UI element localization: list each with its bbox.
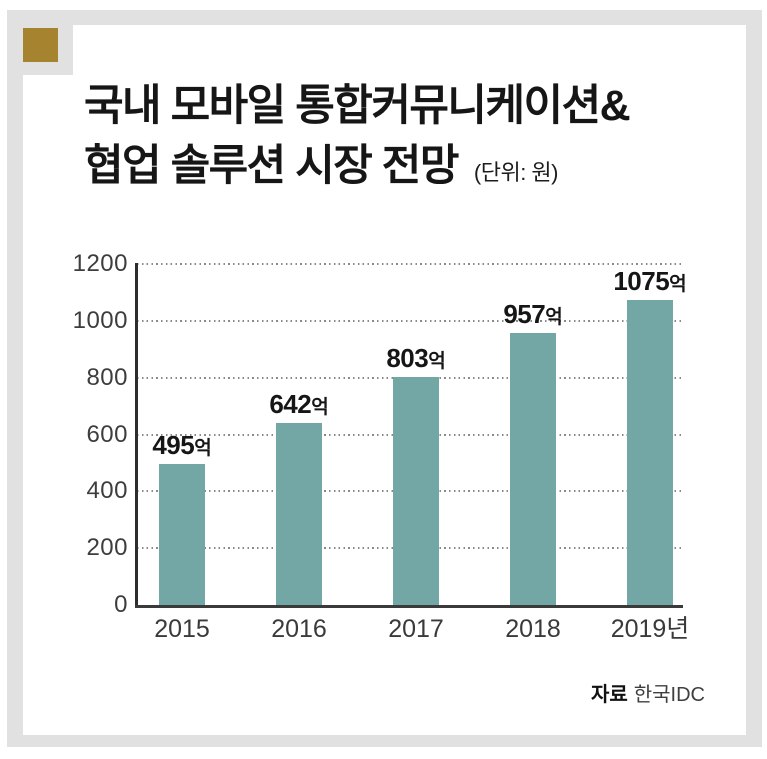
source-credit: 자료 한국IDC bbox=[591, 684, 705, 706]
chart-title-line1: 국내 모바일 통합커뮤니케이션& bbox=[84, 82, 631, 130]
card-background bbox=[23, 25, 746, 735]
source-label: 자료 bbox=[590, 684, 628, 706]
gold-bullet-square bbox=[23, 28, 58, 62]
unit-label: (단위: 원) bbox=[473, 160, 559, 185]
source-value: 한국IDC bbox=[633, 684, 705, 706]
chart-title-line2: 협업 솔루션 시장 전망 bbox=[84, 142, 459, 190]
chart-title: 국내 모바일 통합커뮤니케이션& 협업 솔루션 시장 전망 (단위: 원) bbox=[84, 76, 631, 203]
